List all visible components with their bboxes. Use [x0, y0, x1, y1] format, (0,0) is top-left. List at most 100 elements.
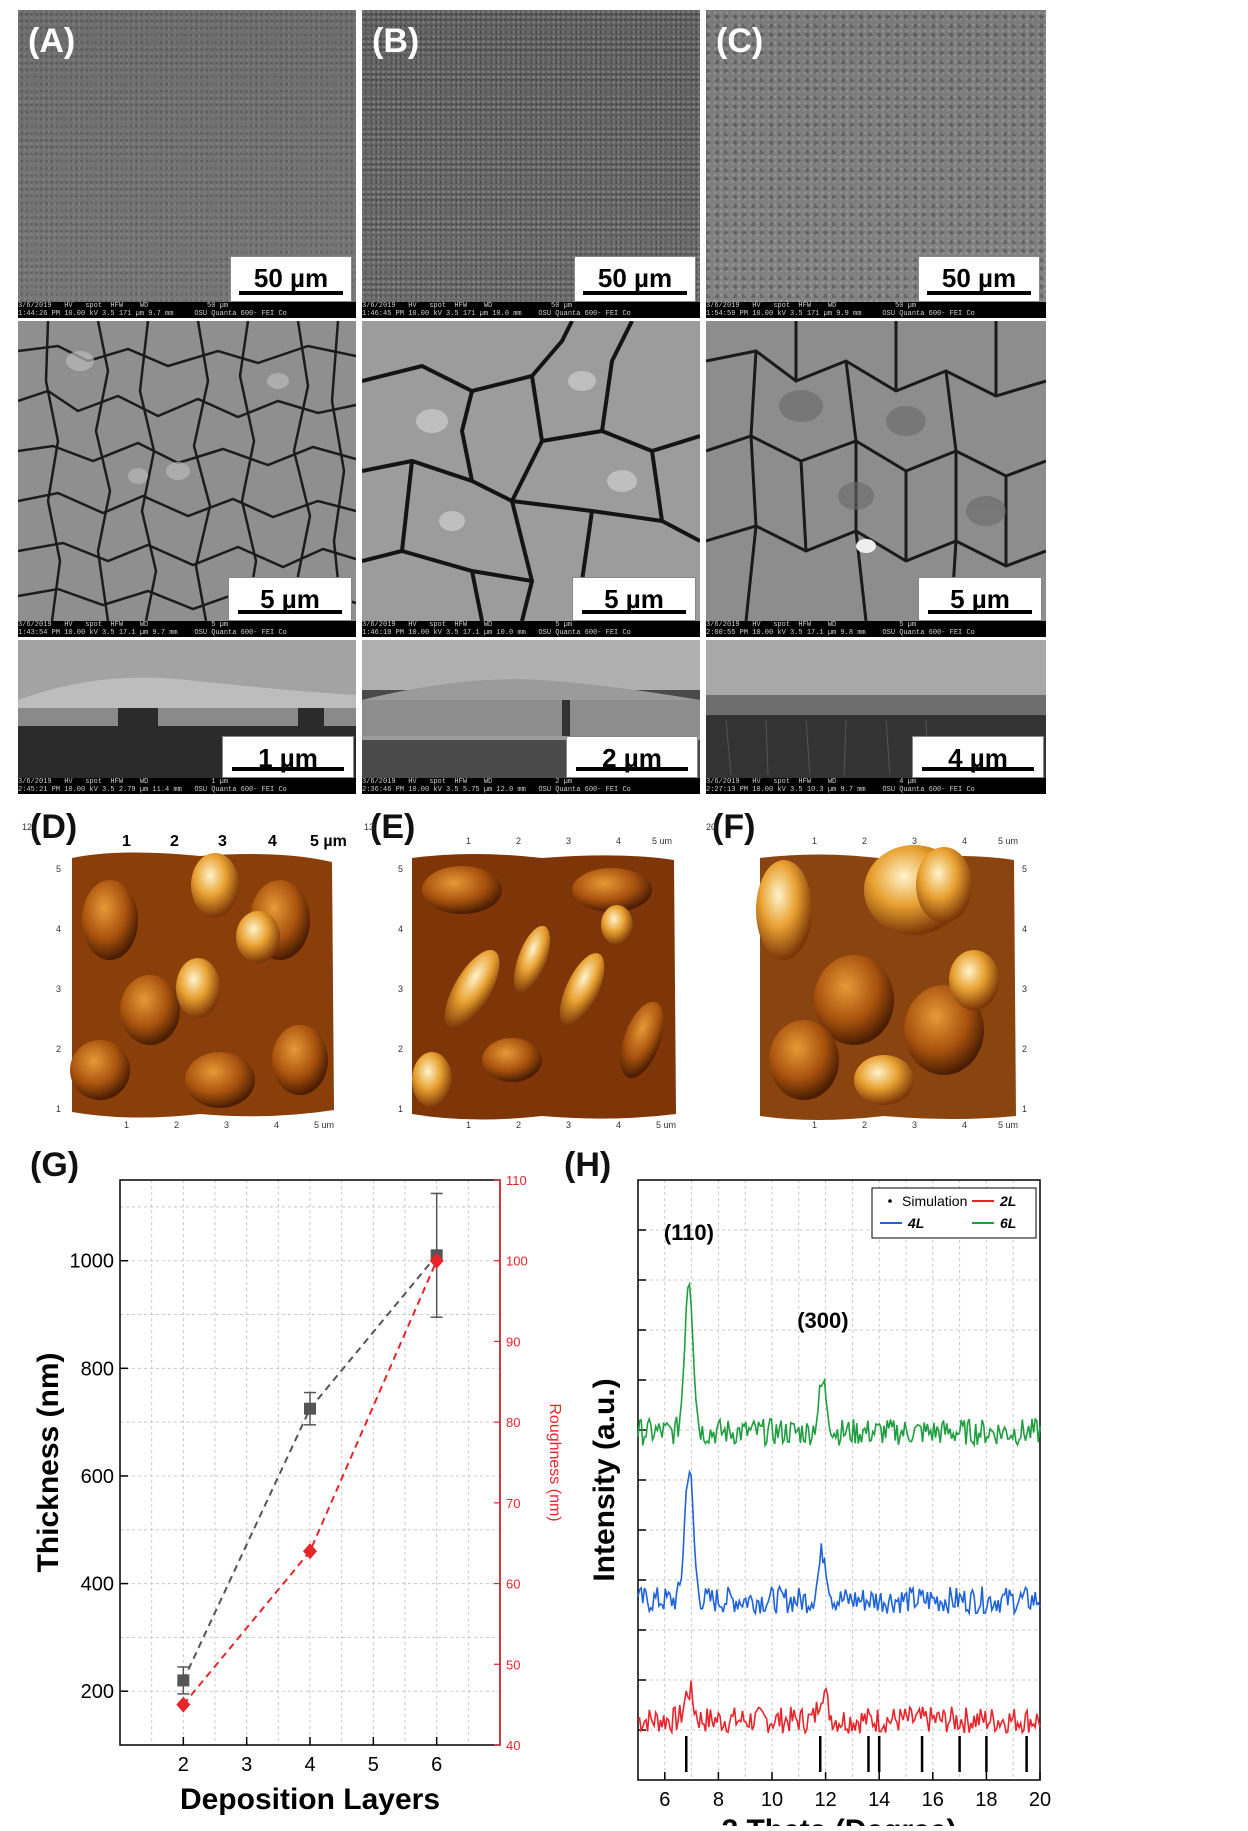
x-axis-label: 2 Theta (Degree): [721, 1814, 956, 1826]
y2-tick-label: 70: [506, 1496, 520, 1511]
afm-bottom-tick: 1: [466, 1120, 471, 1130]
roughness-point: [176, 1696, 191, 1713]
y-axis-label: Thickness (nm): [32, 1352, 65, 1572]
scale-bar: 50 µm: [230, 256, 352, 302]
afm-side-tick: 3: [56, 984, 61, 994]
afm-bottom-tick: 1: [124, 1120, 129, 1130]
scale-bar-line: [922, 767, 1034, 771]
afm-top-tick: 1: [812, 836, 817, 846]
afm-side-tick: 2: [1022, 1044, 1027, 1054]
afm-top-tick: 2: [862, 836, 867, 846]
afm-corner-label: 12: [22, 822, 32, 832]
x-tick-label: 12: [814, 1789, 836, 1811]
peak-annotation: (300): [797, 1308, 848, 1333]
afm-bottom-tick: 2: [862, 1120, 867, 1130]
sem-image: [362, 10, 700, 302]
panel-label-e: (E): [370, 808, 416, 846]
thickness-point: [304, 1402, 316, 1415]
x-tick-label: 5: [368, 1754, 379, 1776]
afm-top-tick: 4: [616, 836, 621, 846]
y-tick-label: 1000: [70, 1251, 115, 1273]
x-tick-label: 4: [304, 1754, 315, 1776]
afm-side-tick: 4: [56, 924, 61, 934]
scale-bar-line: [583, 291, 687, 295]
xrd-series: [637, 1469, 1041, 1617]
scale-bar-label: 5 µm: [260, 584, 320, 614]
sem-data-bar: 3/6/2019 HV spot HFW WD 5 µm 1:46:10 PM …: [362, 621, 700, 637]
sem-data-bar: 3/6/2019 HV spot HFW WD 1 µm 2:45:21 PM …: [18, 778, 356, 794]
afm-side-tick: 3: [398, 984, 403, 994]
afm-bottom-tick: 3: [566, 1120, 571, 1130]
scale-bar-label: 50 µm: [253, 263, 329, 293]
y2-tick-label: 40: [506, 1738, 520, 1753]
afm-top-tick: 3: [912, 836, 917, 846]
panel-label-a: (A): [28, 22, 76, 60]
x-tick-label: 16: [922, 1789, 944, 1811]
chart-xrd: 6 8 10 12 14 16 18 20 2 Theta (Degree) Intensity …: [588, 1179, 1051, 1826]
peak-annotation: (110): [664, 1220, 714, 1245]
legend-label: Simulation: [902, 1193, 967, 1209]
afm-bottom-tick: 3: [912, 1120, 917, 1130]
x-tick-label: 14: [868, 1789, 890, 1811]
legend-label: 4L: [907, 1215, 924, 1231]
sem-data-bar: 3/6/2019 HV spot HFW WD 5 µm 2:00:55 PM …: [706, 621, 1046, 637]
afm-image-e: 13 1 2 3 4 5 um 5 4 3 2 1 1 2 3 4 5 um: [364, 822, 676, 1130]
afm-side-tick: 1: [56, 1104, 61, 1114]
sem-data-bar: 3/6/2019 HV spot HFW WD 50 µm 1:44:26 PM…: [18, 302, 356, 318]
sem-a-low: 50 µm 3/6/2019 HV spot HFW WD 50 µm 1:44…: [18, 10, 356, 318]
y2-tick-label: 50: [506, 1657, 520, 1672]
afm-side-tick: 2: [398, 1044, 403, 1054]
afm-corner-label: 13: [364, 822, 374, 832]
sem-b-low: 50 µm 3/6/2019 HV spot HFW WD 50 µm 1:46…: [362, 10, 700, 318]
afm-top-tick-4: 4: [268, 833, 277, 850]
scale-bar: 50 µm: [574, 256, 696, 302]
afm-bottom-tick: 5 um: [998, 1120, 1018, 1130]
sem-b-mid: 5 µm 3/6/2019 HV spot HFW WD 5 µm 1:46:1…: [362, 321, 700, 637]
sem-image: [18, 321, 356, 621]
xrd-series: [637, 1281, 1041, 1448]
sem-image: [706, 321, 1046, 621]
y2-tick-label: 90: [506, 1334, 520, 1349]
x-axis-label: Deposition Layers: [180, 1783, 440, 1816]
afm-top-tick-3: 3: [218, 833, 227, 850]
afm-side-tick: 4: [1022, 924, 1027, 934]
scale-bar-line: [581, 610, 687, 614]
afm-image-d: 12 1 2 3 4 5 µm 5 4 3 2 1 1 2 3 4 5 um: [22, 822, 347, 1130]
y2-tick-label: 80: [506, 1415, 520, 1430]
scale-bar-line: [927, 291, 1031, 295]
y2-tick-label: 60: [506, 1577, 520, 1592]
sem-data-bar: 3/6/2019 HV spot HFW WD 2 µm 2:36:46 PM …: [362, 778, 700, 794]
afm-top-tick: 5 um: [652, 836, 672, 846]
afm-bottom-tick: 4: [616, 1120, 621, 1130]
afm-bottom-tick: 3: [224, 1120, 229, 1130]
afm-side-tick: 1: [398, 1104, 403, 1114]
afm-side-tick: 2: [56, 1044, 61, 1054]
legend-label: 6L: [1000, 1215, 1016, 1231]
scale-bar-line: [232, 767, 344, 771]
afm-side-tick: 1: [1022, 1104, 1027, 1114]
afm-image-f: 20 1 2 3 4 5 um 5 4 3 2 1 1 2 3 4 5 um: [706, 822, 1027, 1130]
scale-bar-line: [239, 291, 343, 295]
afm-side-tick: 4: [398, 924, 403, 934]
scale-bar: 4 µm: [912, 736, 1044, 778]
chart-thickness-roughness: 2 3 4 5 6 200 400 600 800 1000 40 50 60 70 80 90 100 110 D…: [32, 1173, 563, 1816]
sem-image: [706, 10, 1046, 302]
scale-bar-line: [237, 610, 343, 614]
scale-bar: 1 µm: [222, 736, 354, 778]
y2-tick-label: 110: [506, 1173, 527, 1188]
afm-bottom-tick: 4: [962, 1120, 967, 1130]
thickness-line: [182, 1254, 438, 1681]
roughness-point: [429, 1252, 444, 1269]
y-tick-label: 200: [81, 1681, 114, 1703]
sem-image: [18, 640, 356, 778]
afm-side-tick: 5: [398, 864, 403, 874]
legend-label: 2L: [999, 1193, 1016, 1209]
afm-side-tick: 5: [1022, 864, 1027, 874]
xrd-series: [637, 1680, 1041, 1736]
sem-a-cross: 1 µm 3/6/2019 HV spot HFW WD 1 µm 2:45:2…: [18, 640, 356, 794]
panel-label-c: (C): [716, 22, 764, 60]
y2-axis-label: Roughness (nm): [546, 1403, 563, 1521]
y2-tick-label: 100: [506, 1254, 528, 1269]
panel-label-d: (D): [30, 808, 78, 846]
scale-bar-label: 50 µm: [597, 263, 673, 293]
